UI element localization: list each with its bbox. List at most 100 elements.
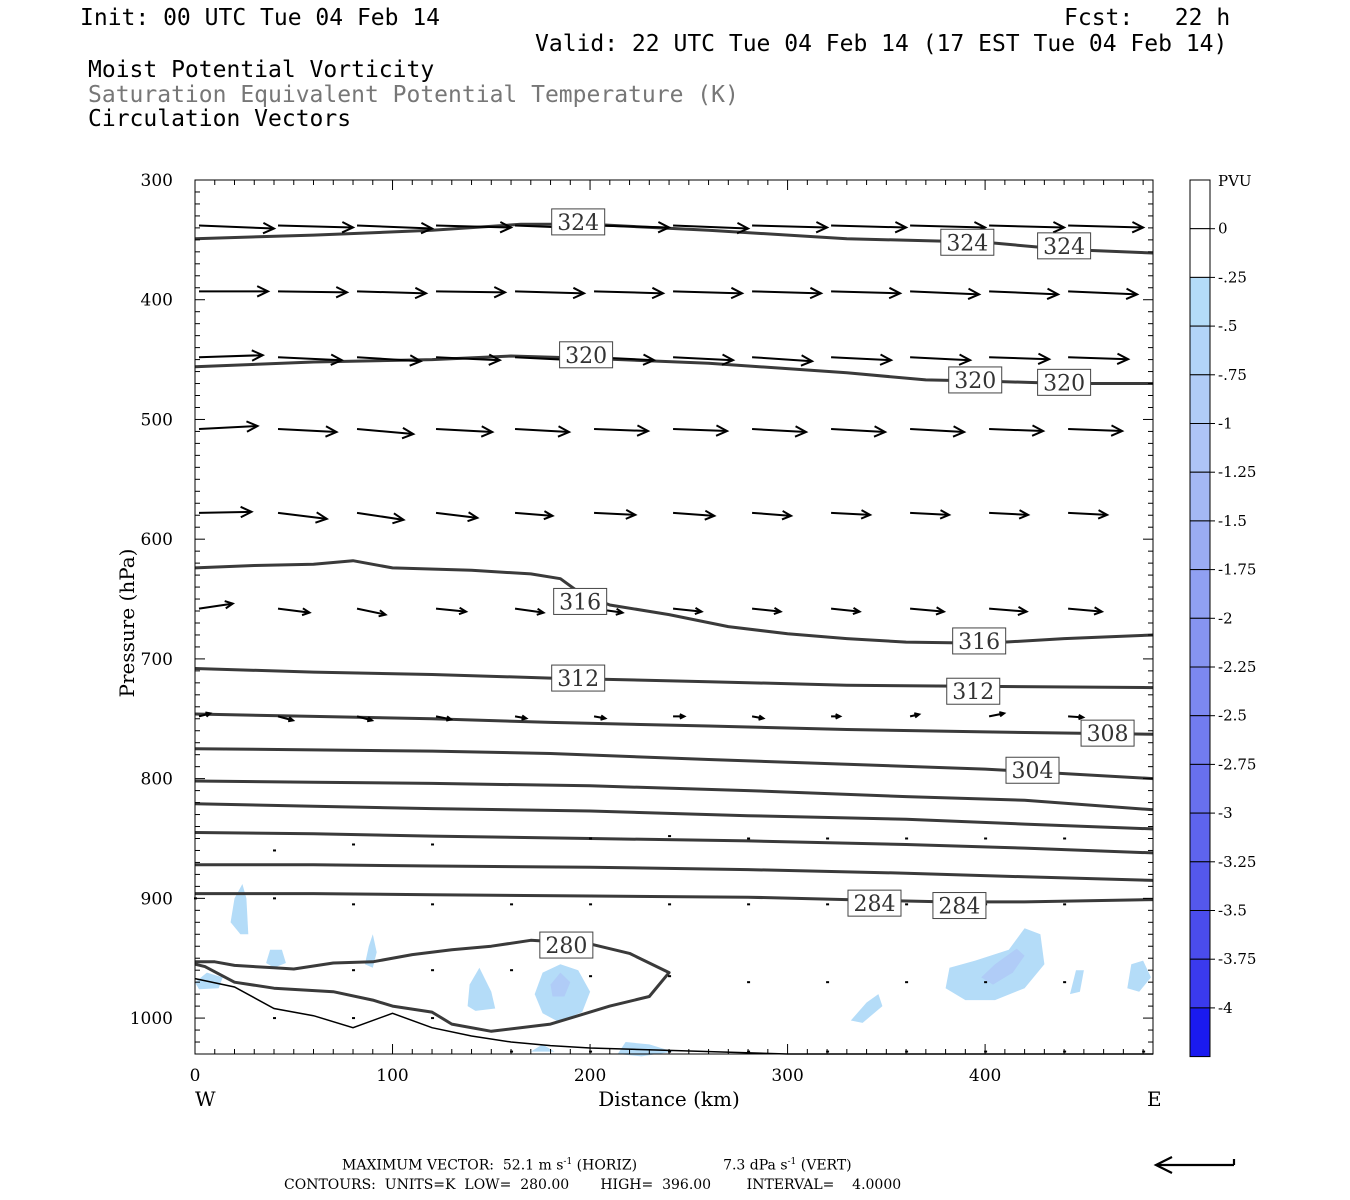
vector-head — [800, 354, 815, 367]
vector-shaft — [356, 607, 386, 616]
vector-arrow — [277, 286, 350, 299]
vector-dot — [905, 903, 909, 906]
contour-label-box — [946, 677, 1001, 705]
vector-arrow — [672, 607, 704, 615]
vector-dot — [589, 837, 593, 840]
vector-arrow — [1068, 424, 1125, 437]
vector-shaft — [435, 715, 452, 721]
vector-head — [251, 349, 266, 362]
contour-line-312 — [194, 667, 1154, 690]
vector-shaft — [356, 715, 373, 722]
colorbar-title: PVU — [1218, 172, 1252, 190]
vector-head — [615, 607, 625, 616]
vector-dot — [747, 981, 751, 984]
vector-shaft — [752, 224, 828, 229]
vector-head — [730, 286, 745, 300]
x-tick-label: 400 — [969, 1066, 1001, 1086]
vector-shaft — [435, 428, 493, 434]
contour-label-320: 320 — [954, 369, 996, 394]
vector-arrow — [436, 286, 508, 299]
contour-line-324 — [194, 222, 1154, 255]
vector-dot — [273, 1017, 277, 1020]
contour-label-box — [551, 664, 606, 692]
vector-head — [860, 509, 873, 520]
vector-head — [330, 353, 345, 366]
vector-head — [852, 607, 862, 615]
vector-arrow — [910, 353, 973, 366]
vector-shaft — [356, 224, 433, 230]
pv-region-1 — [266, 949, 286, 968]
vector-head — [301, 607, 312, 617]
vector-head — [721, 353, 736, 366]
vector-arrow — [356, 354, 424, 367]
vector-shaft — [277, 511, 327, 520]
vector-shaft — [989, 224, 1065, 229]
vector-arrow — [910, 606, 947, 616]
vector-dot — [352, 903, 356, 906]
vector-dot — [273, 849, 277, 852]
pv-region-10 — [945, 928, 1045, 1001]
vector-arrow — [1068, 606, 1105, 616]
colorbar-swatch — [1189, 861, 1211, 911]
vector-head — [873, 425, 888, 438]
vector-shaft — [910, 511, 950, 516]
vector-shaft — [356, 511, 404, 521]
vector-head — [335, 286, 350, 299]
vector-shaft — [752, 290, 822, 295]
vector-shaft — [989, 607, 1027, 613]
colorbar-swatch — [1189, 520, 1211, 571]
vector-shaft — [910, 607, 944, 613]
vector-arrow — [277, 511, 330, 524]
vector-dot — [273, 897, 277, 900]
contour-label-box — [559, 341, 614, 369]
vector-arrow — [989, 606, 1029, 616]
vector-shaft — [594, 224, 670, 229]
vector-head — [557, 425, 572, 438]
init-time: Init: 00 UTC Tue 04 Feb 14 — [80, 5, 441, 31]
vector-shaft — [1068, 511, 1108, 516]
contour-info: CONTOURS: UNITS=K LOW= 280.00 HIGH= 396.… — [284, 1177, 902, 1193]
vector-shaft — [672, 607, 702, 613]
contour-line-304 — [194, 747, 1154, 781]
colorbar-swatch — [1189, 715, 1211, 765]
vector-head — [572, 286, 587, 300]
x-tick-label: 100 — [376, 1066, 408, 1086]
colorbar: PVU 0 -.25 -.5 -.75 -1 -1.25 -1.5 -1.75 -2 -2.25 -2… — [1189, 172, 1256, 1058]
vector-shaft — [594, 511, 636, 516]
vector-dot — [589, 975, 593, 978]
colorbar-label: -1 — [1218, 415, 1233, 433]
x-tick-label: 200 — [574, 1066, 606, 1086]
vector-head — [287, 716, 296, 723]
vector-arrow — [751, 607, 783, 615]
vector-arrow — [1068, 714, 1086, 721]
contour-label-284: 284 — [938, 895, 980, 920]
vector-shaft — [198, 602, 233, 610]
colorbar-label: -2 — [1218, 609, 1233, 627]
vector-arrow — [673, 713, 687, 720]
colorbar-swatch — [1189, 423, 1211, 473]
vector-arrow — [198, 711, 213, 718]
vector-arrow — [435, 511, 480, 523]
vector-dot — [984, 837, 988, 840]
vector-arrow — [910, 509, 952, 520]
contour-label-box — [952, 627, 1007, 655]
vector-head — [1125, 287, 1140, 301]
pv-region-11 — [981, 948, 1025, 985]
vector-head — [715, 424, 730, 437]
contour-line-316 — [194, 559, 1154, 645]
vector-shaft — [277, 356, 342, 362]
vector-head — [1052, 221, 1067, 234]
vector-arrow — [277, 425, 339, 438]
vector-arrow — [514, 425, 572, 438]
vector-head — [262, 221, 277, 235]
vector-shaft — [435, 356, 500, 362]
vector-dot — [352, 843, 356, 846]
vector-head — [246, 420, 260, 433]
vector-shaft — [356, 428, 414, 436]
contour-line-280 — [194, 938, 671, 1033]
valid-time: Valid: 22 UTC Tue 04 Feb 14 (17 EST Tue … — [535, 31, 1228, 57]
contour-line-unlabeled-7 — [194, 802, 1154, 831]
vector-shaft — [751, 511, 792, 517]
contour-label-308: 308 — [1087, 722, 1129, 747]
